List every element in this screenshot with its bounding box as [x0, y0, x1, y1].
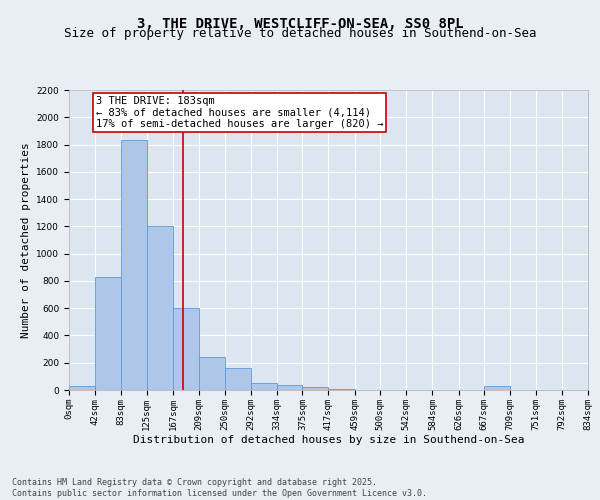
- Y-axis label: Number of detached properties: Number of detached properties: [21, 142, 31, 338]
- Bar: [95, 277, 121, 390]
- Bar: [277, 385, 302, 390]
- Bar: [69, 386, 95, 390]
- Bar: [329, 388, 355, 390]
- Bar: [121, 140, 147, 390]
- Text: Contains HM Land Registry data © Crown copyright and database right 2025.
Contai: Contains HM Land Registry data © Crown c…: [12, 478, 427, 498]
- Text: 3 THE DRIVE: 183sqm
← 83% of detached houses are smaller (4,114)
17% of semi-det: 3 THE DRIVE: 183sqm ← 83% of detached ho…: [96, 96, 383, 130]
- Bar: [224, 368, 251, 390]
- Text: Size of property relative to detached houses in Southend-on-Sea: Size of property relative to detached ho…: [64, 28, 536, 40]
- Bar: [484, 386, 510, 390]
- Bar: [199, 358, 224, 390]
- Text: 3, THE DRIVE, WESTCLIFF-ON-SEA, SS0 8PL: 3, THE DRIVE, WESTCLIFF-ON-SEA, SS0 8PL: [137, 18, 463, 32]
- Bar: [302, 388, 329, 390]
- Bar: [147, 226, 173, 390]
- Bar: [251, 382, 277, 390]
- Bar: [173, 308, 199, 390]
- X-axis label: Distribution of detached houses by size in Southend-on-Sea: Distribution of detached houses by size …: [133, 436, 524, 446]
